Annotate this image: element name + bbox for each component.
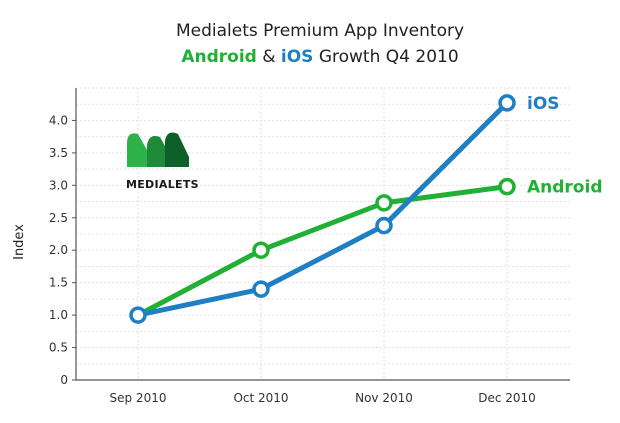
data-point-android bbox=[252, 241, 270, 259]
x-tick-label: Sep 2010 bbox=[110, 391, 167, 405]
y-tick-label: 3.5 bbox=[49, 146, 68, 160]
y-tick-label: 3.0 bbox=[49, 178, 68, 192]
y-tick-label: 0 bbox=[60, 373, 68, 387]
y-tick-label: 2.5 bbox=[49, 211, 68, 225]
x-tick-label: Dec 2010 bbox=[478, 391, 536, 405]
y-tick-label: 0.5 bbox=[49, 341, 68, 355]
grid-layer bbox=[76, 87, 570, 380]
data-point-ios bbox=[375, 216, 393, 235]
y-tick-label: 1.5 bbox=[49, 276, 68, 290]
series-line-android bbox=[135, 184, 510, 318]
label-layer: Android iOS bbox=[527, 94, 603, 198]
chart-subtitle: Android & iOS Growth Q4 2010 bbox=[181, 47, 458, 67]
y-axis-title: Index bbox=[12, 224, 27, 260]
series-line-ios bbox=[135, 100, 510, 318]
medialets-logo: MEDIALETS bbox=[126, 132, 199, 191]
subtitle-amp: & bbox=[257, 47, 281, 67]
y-tick-label: 2.0 bbox=[49, 243, 68, 257]
x-tick-label: Nov 2010 bbox=[355, 391, 413, 405]
logo-text: MEDIALETS bbox=[126, 178, 199, 191]
data-point-ios bbox=[252, 280, 270, 298]
data-point-ios bbox=[498, 94, 516, 112]
subtitle-android: Android bbox=[181, 47, 257, 67]
chart-title: Medialets Premium App Inventory bbox=[176, 21, 464, 41]
data-point-android bbox=[375, 194, 393, 212]
data-point-ios bbox=[129, 306, 147, 324]
series-layer bbox=[129, 94, 516, 324]
series-label-android: Android bbox=[527, 178, 603, 198]
logo-m-shape bbox=[127, 133, 151, 167]
medialets-logo-mark bbox=[127, 132, 189, 167]
axis-layer bbox=[75, 88, 570, 381]
tick-layer: 0 0.5 1.0 1.5 2.0 2.5 3.0 3.5 4.0 Sep 2010 Oct 201… bbox=[49, 113, 536, 405]
logo-m-shape bbox=[165, 132, 189, 167]
x-tick-label: Oct 2010 bbox=[233, 391, 288, 405]
series-label-ios: iOS bbox=[527, 94, 560, 114]
data-point-android bbox=[498, 177, 516, 196]
y-tick-label: 1.0 bbox=[49, 308, 68, 322]
y-tick-label: 4.0 bbox=[49, 113, 68, 127]
subtitle-rest: Growth Q4 2010 bbox=[313, 47, 458, 67]
subtitle-ios: iOS bbox=[281, 47, 314, 67]
